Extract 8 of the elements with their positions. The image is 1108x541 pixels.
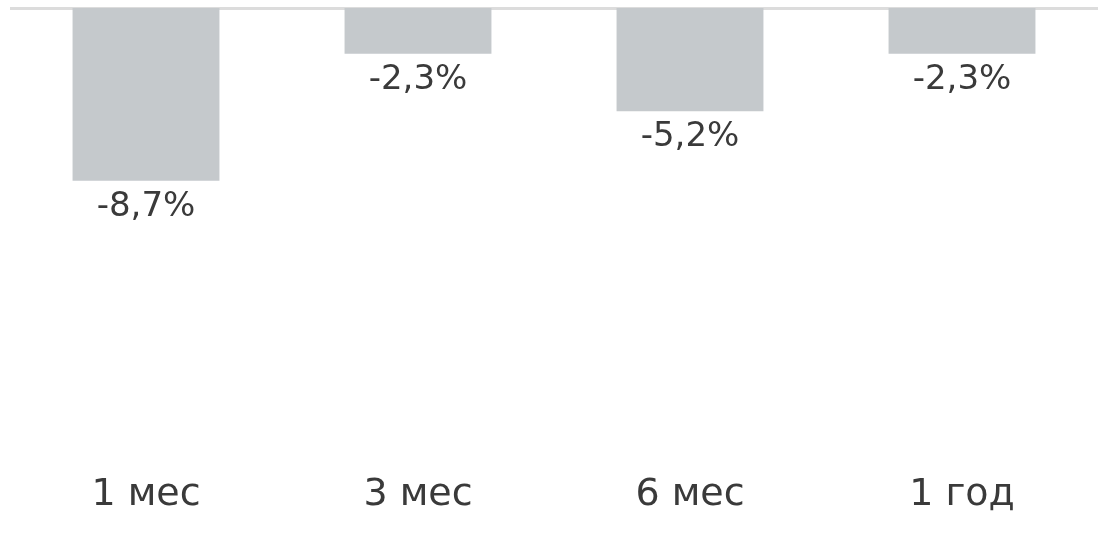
x-tick-label: 3 мес (363, 470, 473, 514)
data-label: -8,7% (96, 183, 196, 224)
x-tick-label: 1 год (909, 470, 1015, 514)
x-tick-label: 1 мес (91, 470, 201, 514)
x-tick-label: 6 мес (635, 470, 745, 514)
data-label: -2,3% (912, 56, 1012, 97)
data-label: -5,2% (640, 114, 740, 155)
data-label: -2,3% (368, 56, 468, 97)
